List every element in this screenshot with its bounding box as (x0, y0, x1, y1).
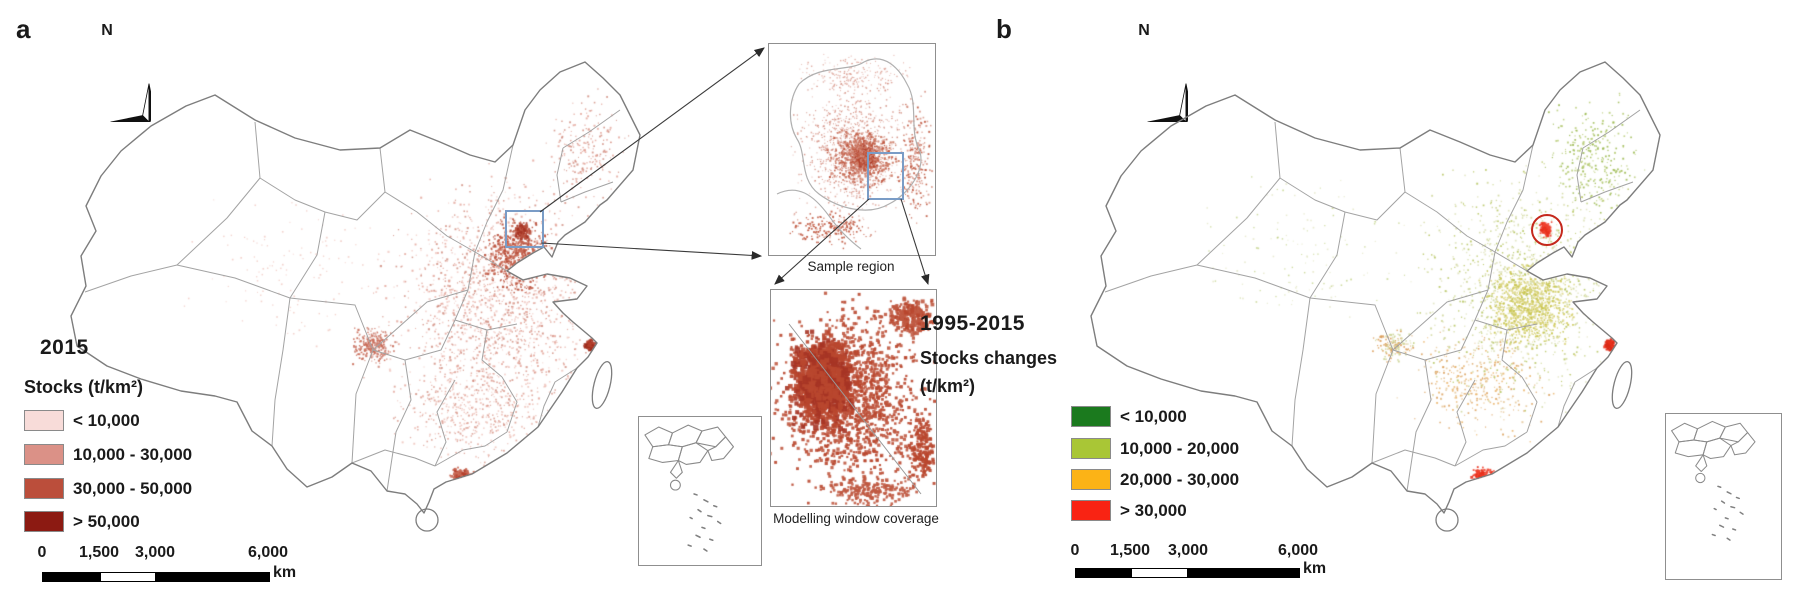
legend-item-label: > 50,000 (73, 511, 140, 531)
legend-item: < 10,000 (24, 410, 140, 431)
legend-item: > 50,000 (24, 511, 140, 532)
sample-region-caption: Sample region (807, 259, 895, 274)
legend-item: > 30,000 (1071, 500, 1187, 521)
scalebar-tick: 0 (1070, 542, 1080, 559)
panel-b-legend-year: 1995-2015 (920, 312, 1025, 335)
legend-item-label: < 10,000 (73, 410, 140, 430)
legend-item-label: < 10,000 (1120, 406, 1187, 426)
panel-b-map (1075, 50, 1705, 560)
scalebar-tick: 1,500 (78, 544, 120, 561)
legend-swatch (1071, 469, 1111, 490)
inset-south-china-sea-b (1665, 413, 1782, 580)
scalebar-unit: km (1303, 560, 1327, 577)
south-china-sea-map (639, 417, 761, 565)
sample-region-boundary (776, 58, 922, 250)
legend-item: 10,000 - 30,000 (24, 444, 192, 465)
compass-rose-icon: N (1099, 22, 1189, 127)
panel-b-legend-title-line2: (t/km²) (920, 376, 975, 396)
legend-item-label: 10,000 - 30,000 (73, 444, 193, 464)
legend-swatch (24, 511, 64, 532)
inset-sample-region (768, 43, 936, 256)
panel-a-legend-title: Stocks (t/km²) (24, 377, 144, 397)
scalebar-tick: 6,000 (247, 544, 289, 561)
panel-b-legend-title-line1: Stocks changes (920, 348, 1058, 368)
modelling-window-boundary (788, 323, 922, 495)
inset-modelling-window (770, 289, 937, 507)
legend-swatch (1071, 500, 1111, 521)
scalebar-tick: 3,000 (1167, 542, 1209, 559)
modelling-window-marker (867, 152, 904, 200)
legend-item: 30,000 - 50,000 (24, 478, 192, 499)
modelling-window-speckles (771, 290, 936, 506)
compass-north-label: N (1138, 22, 1150, 39)
legend-item: 20,000 - 30,000 (1071, 469, 1239, 490)
legend-swatch (24, 478, 64, 499)
scalebar-tick: 0 (37, 544, 47, 561)
scalebar-b (1075, 568, 1300, 578)
legend-swatch (1071, 406, 1111, 427)
legend-item-label: 10,000 - 20,000 (1120, 438, 1240, 458)
scalebar-a (42, 572, 270, 582)
legend-item: 10,000 - 20,000 (1071, 438, 1239, 459)
scalebar-segment (43, 573, 100, 581)
scalebar-segment (1188, 569, 1299, 577)
scalebar-tick: 3,000 (134, 544, 176, 561)
compass-north-label: N (101, 22, 113, 39)
sample-box-marker (505, 210, 544, 248)
scalebar-segment (1076, 569, 1131, 577)
scalebar-segment (100, 573, 156, 581)
south-china-sea-map (1666, 414, 1781, 579)
scalebar-tick: 1,500 (1109, 542, 1151, 559)
compass-rose-icon: N (62, 22, 152, 127)
legend-item: < 10,000 (1071, 406, 1187, 427)
legend-item-label: 30,000 - 50,000 (73, 478, 193, 498)
inset-south-china-sea-a (638, 416, 762, 566)
legend-swatch (24, 444, 64, 465)
legend-swatch (1071, 438, 1111, 459)
legend-swatch (24, 410, 64, 431)
modelling-window-caption: Modelling window coverage (773, 511, 939, 526)
scalebar-unit: km (273, 564, 297, 581)
panel-a-legend-year: 2015 (40, 336, 89, 359)
legend-item-label: 20,000 - 30,000 (1120, 469, 1240, 489)
capital-ring-marker (1531, 214, 1563, 246)
legend-item-label: > 30,000 (1120, 500, 1187, 520)
panel-b-label: b (996, 14, 1012, 44)
scalebar-segment (156, 573, 269, 581)
panel-b-change-speckles (1075, 50, 1705, 560)
scalebar-segment (1131, 569, 1188, 577)
scalebar-tick: 6,000 (1277, 542, 1319, 559)
panel-a-label: a (16, 14, 31, 44)
